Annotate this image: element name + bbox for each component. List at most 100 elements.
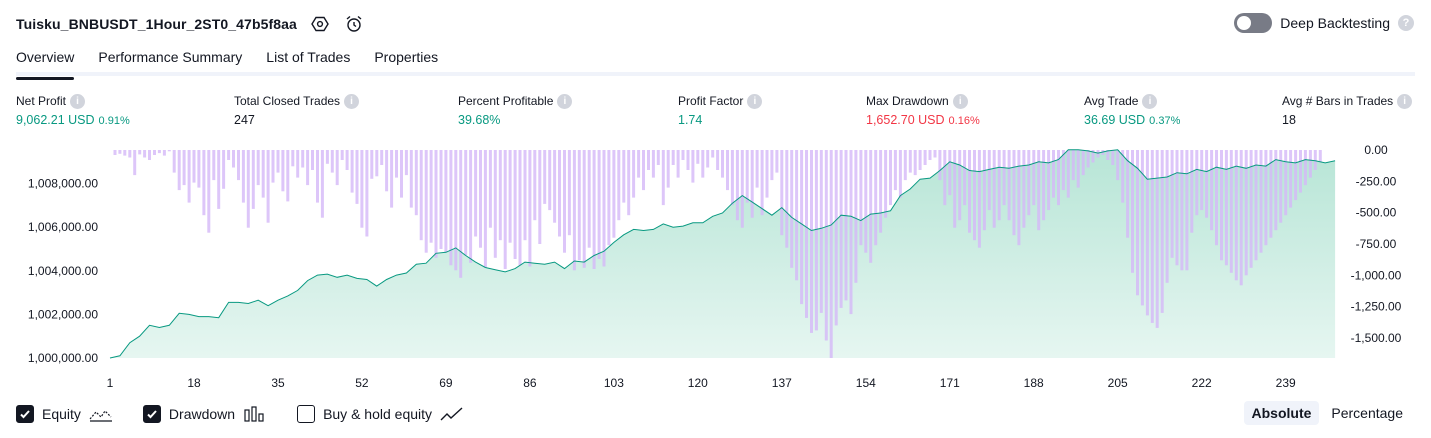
drawdown-bar [187,150,191,203]
metric-label: Max Drawdown [866,94,949,108]
drawdown-bar [968,150,971,233]
equity-label: Equity [42,406,81,422]
buyhold-toggle[interactable]: Buy & hold equity [297,405,464,423]
drawdown-bar [1195,150,1199,216]
drawdown-bar [849,150,853,315]
drawdown-bar [222,150,226,189]
equity-drawdown-chart[interactable]: 1,008,000.00 1,006,000.00 1,004,000.00 1,00… [0,140,1431,396]
info-icon[interactable]: i [344,93,360,109]
drawdown-bar [444,150,448,253]
tab-performance-summary[interactable]: Performance Summary [98,49,243,65]
info-icon[interactable]: i [1142,93,1158,109]
drawdown-bar [730,150,734,206]
area-chart-icon [89,410,112,422]
drawdown-bar [345,150,349,170]
drawdown-bar [404,150,408,176]
alarm-clock-add-icon[interactable] [343,13,365,35]
drawdown-bar [607,150,611,246]
drawdown-bar [380,150,384,165]
drawdown-bar [824,150,828,341]
drawdown-bar [898,150,902,198]
left-axis-tick-label: 1,004,000.00 [28,264,98,278]
right-axis-tick-label: -1,500.00 [1351,331,1402,345]
equity-checkbox[interactable] [16,405,34,423]
drawdown-bar [716,150,720,170]
x-axis-tick-label: 120 [688,376,708,390]
metric-label: Net Profit [16,94,67,108]
info-icon[interactable]: i [557,93,573,109]
drawdown-checkbox[interactable] [142,405,161,423]
tab-list-of-trades[interactable]: List of Trades [266,49,351,65]
drawdown-bar [987,150,991,211]
drawdown-bar [750,150,754,218]
percentage-button[interactable]: Percentage [1331,405,1403,421]
drawdown-bar [523,150,527,241]
drawdown-bar [726,150,729,191]
drawdown-bar [1091,150,1095,163]
drawdown-bar [1239,150,1243,286]
drawdown-bar [133,150,137,176]
drawdown-bar [889,150,892,206]
drawdown-bar [923,150,927,165]
drawdown-bar [543,150,547,204]
right-axis-tick-label: 0.00 [1364,143,1388,157]
drawdown-toggle[interactable]: Drawdown [142,405,267,423]
metric-label: Avg Trade [1084,94,1139,108]
drawdown-bar [819,150,823,313]
metric-value: 9,062.21 USD [16,113,95,127]
drawdown-bar [266,150,270,223]
drawdown-bar [1106,150,1110,160]
drawdown-label: Drawdown [168,406,236,422]
help-icon[interactable]: ? [1398,15,1414,31]
drawdown-bar [785,150,789,248]
info-icon[interactable]: i [70,93,86,109]
x-axis-tick-label: 35 [271,376,285,390]
drawdown-bar [656,150,660,165]
info-icon[interactable]: i [952,93,968,109]
drawdown-bar [177,150,181,191]
right-axis-tick-label: -1,250.00 [1351,300,1402,314]
drawdown-bar [291,150,295,167]
drawdown-bar [1244,150,1248,276]
drawdown-bar [839,150,843,308]
drawdown-bar [503,150,507,269]
drawdown-bar [864,150,868,253]
settings-hex-icon[interactable] [309,13,331,35]
tab-properties[interactable]: Properties [374,49,439,65]
drawdown-bar [241,150,245,203]
equity-toggle[interactable]: Equity [16,405,113,423]
drawdown-bar [622,150,626,203]
drawdown-bar [701,150,705,178]
tab-overview[interactable]: Overview [16,42,75,80]
info-icon[interactable]: i [1397,93,1413,109]
line-chart-icon [440,407,463,421]
drawdown-bar [335,150,339,186]
drawdown-bar [854,150,858,283]
info-icon[interactable]: i [747,93,763,109]
drawdown-bar [834,150,838,326]
deep-backtesting-toggle[interactable] [1234,13,1273,33]
drawdown-bar [597,150,601,259]
drawdown-bar [261,150,265,198]
drawdown-bar [1160,150,1164,313]
buyhold-checkbox[interactable] [297,405,316,423]
drawdown-bar [1180,150,1184,271]
drawdown-bar [365,150,369,237]
drawdown-bar [770,150,774,181]
absolute-button[interactable]: Absolute [1243,401,1320,425]
drawdown-bar [755,150,759,188]
drawdown-bar [592,150,596,269]
drawdown-bar [973,150,976,241]
drawdown-bar [202,150,206,216]
report-tabs: Overview Performance Summary List of Tra… [16,42,1415,80]
metric-label: Avg # Bars in Trades [1282,94,1394,108]
drawdown-bar [157,150,161,154]
drawdown-bar [1234,150,1238,281]
drawdown-bar [1210,150,1214,231]
drawdown-bar [1081,150,1085,176]
drawdown-bar [1012,150,1016,236]
metric-label: Profit Factor [678,94,744,108]
drawdown-bar [938,150,942,181]
drawdown-bar [113,150,117,155]
drawdown-bar [913,150,917,176]
